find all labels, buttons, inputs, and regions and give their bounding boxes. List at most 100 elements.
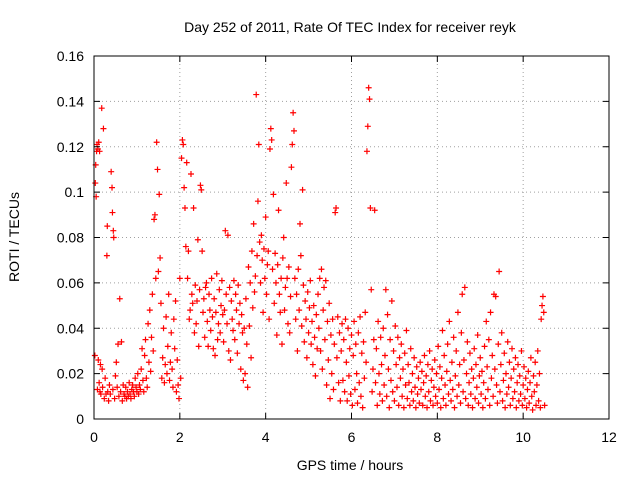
- data-point: [513, 404, 520, 411]
- data-point: [224, 232, 231, 239]
- data-point: [508, 375, 515, 382]
- data-point: [523, 404, 530, 411]
- data-point: [270, 191, 277, 198]
- data-point: [238, 311, 245, 318]
- data-point: [196, 286, 203, 293]
- data-point: [134, 370, 141, 377]
- data-point: [373, 345, 380, 352]
- data-point: [331, 341, 338, 348]
- data-point: [95, 139, 102, 146]
- data-point: [144, 384, 151, 391]
- data-point: [478, 368, 485, 375]
- data-point: [244, 384, 251, 391]
- data-point: [479, 404, 486, 411]
- data-point: [431, 357, 438, 364]
- data-point: [258, 232, 265, 239]
- data-point: [501, 350, 508, 357]
- x-tick-label: 8: [433, 429, 441, 445]
- data-point: [489, 352, 496, 359]
- data-point: [251, 288, 258, 295]
- data-point: [195, 343, 202, 350]
- data-point: [540, 309, 547, 316]
- data-point: [350, 352, 357, 359]
- data-point: [208, 275, 215, 282]
- y-tick-label: 0.02: [57, 366, 84, 382]
- data-point: [379, 397, 386, 404]
- data-point: [345, 325, 352, 332]
- data-point: [185, 248, 192, 255]
- data-point: [328, 370, 335, 377]
- data-point: [316, 275, 323, 282]
- data-point: [280, 234, 287, 241]
- data-point: [132, 375, 139, 382]
- data-point: [113, 359, 120, 366]
- data-point: [106, 381, 113, 388]
- data-point: [265, 248, 272, 255]
- data-point: [311, 334, 318, 341]
- data-point: [286, 329, 293, 336]
- data-point: [447, 377, 454, 384]
- data-point: [358, 350, 365, 357]
- data-point: [151, 216, 158, 223]
- data-point: [171, 345, 178, 352]
- data-point: [520, 381, 527, 388]
- data-point: [417, 359, 424, 366]
- data-point: [381, 352, 388, 359]
- data-point: [530, 372, 537, 379]
- data-point: [307, 277, 314, 284]
- y-tick-label: 0.04: [57, 320, 84, 336]
- data-point: [142, 336, 149, 343]
- data-point: [499, 397, 506, 404]
- data-point: [216, 286, 223, 293]
- data-point: [139, 377, 146, 384]
- data-point: [332, 209, 339, 216]
- data-point: [392, 322, 399, 329]
- data-point: [181, 205, 188, 212]
- data-point: [467, 391, 474, 398]
- data-point: [524, 386, 531, 393]
- data-point: [310, 302, 317, 309]
- data-point: [385, 366, 392, 373]
- data-point: [148, 334, 155, 341]
- data-point: [191, 329, 198, 336]
- data-point: [395, 402, 402, 409]
- data-point: [382, 286, 389, 293]
- data-point: [212, 352, 219, 359]
- data-point: [415, 375, 422, 382]
- data-point: [289, 141, 296, 148]
- data-point: [366, 96, 373, 103]
- data-point: [314, 345, 321, 352]
- data-point: [179, 136, 186, 143]
- x-tick-label: 0: [90, 429, 98, 445]
- data-point: [206, 291, 213, 298]
- data-point: [468, 366, 475, 373]
- data-point: [242, 370, 249, 377]
- data-point: [482, 395, 489, 402]
- data-point: [360, 338, 367, 345]
- data-point: [387, 377, 394, 384]
- data-point: [239, 329, 246, 336]
- data-point: [259, 257, 266, 264]
- data-point: [539, 302, 546, 309]
- data-point: [166, 377, 173, 384]
- data-point: [484, 386, 491, 393]
- data-point: [441, 352, 448, 359]
- data-point: [492, 293, 499, 300]
- data-point: [505, 384, 512, 391]
- x-axis-label: GPS time / hours: [297, 457, 404, 473]
- data-point: [336, 329, 343, 336]
- data-point: [156, 191, 163, 198]
- data-point: [268, 136, 275, 143]
- data-point: [532, 359, 539, 366]
- data-point: [363, 359, 370, 366]
- data-point: [539, 293, 546, 300]
- data-point: [117, 388, 124, 395]
- data-point: [174, 357, 181, 364]
- data-point: [404, 395, 411, 402]
- data-point: [275, 207, 282, 214]
- data-point: [527, 379, 534, 386]
- data-point: [476, 372, 483, 379]
- data-point: [363, 148, 370, 155]
- data-point: [282, 284, 289, 291]
